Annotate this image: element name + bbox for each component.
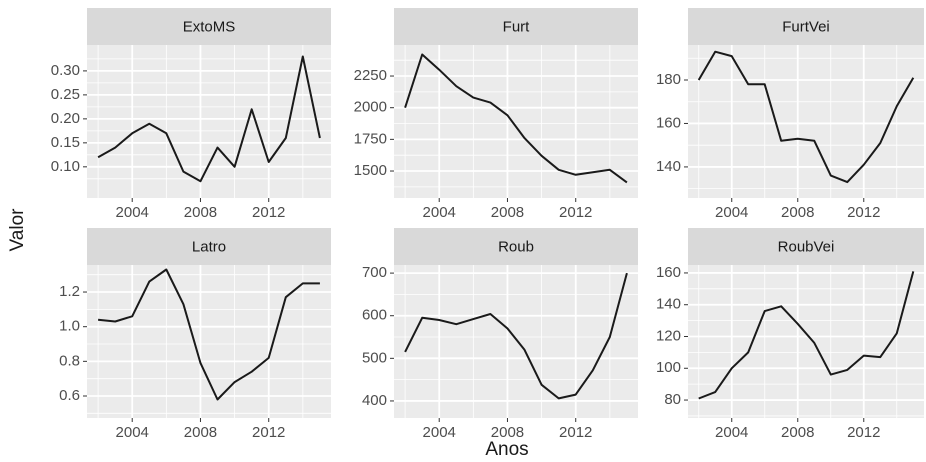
x-tick-label: 2012 (847, 204, 880, 221)
x-tick-label: 2008 (491, 204, 524, 221)
x-tick-label: 2008 (184, 424, 217, 441)
panel-background (87, 265, 331, 418)
y-tick-label: 0.6 (59, 387, 80, 404)
panel-background (688, 45, 924, 198)
x-tick-label: 2004 (116, 204, 149, 221)
y-tick-label: 400 (362, 392, 387, 409)
data-line (404, 53, 628, 184)
y-tick-label: 100 (656, 359, 681, 376)
x-tick-label: 2012 (559, 204, 592, 221)
x-tick-label: 2008 (184, 204, 217, 221)
y-tick-label: 140 (656, 158, 681, 175)
strip (394, 228, 638, 265)
y-tick-label: 1.2 (59, 283, 80, 300)
y-tick-label: 500 (362, 349, 387, 366)
x-axis-label: Anos (485, 439, 528, 460)
y-tick-label: 600 (362, 307, 387, 324)
data-line (698, 271, 915, 400)
strip (688, 8, 924, 45)
y-tick-label: 1500 (354, 162, 387, 179)
y-tick-label: 0.8 (59, 352, 80, 369)
x-tick-label: 2004 (715, 424, 748, 441)
panel-title: Furt (503, 18, 531, 35)
x-tick-label: 2012 (252, 424, 285, 441)
y-tick-label: 2000 (354, 99, 387, 116)
x-tick-label: 2004 (116, 424, 149, 441)
panel-background (688, 265, 924, 418)
y-tick-label: 140 (656, 296, 681, 313)
x-tick-label: 2008 (781, 204, 814, 221)
x-tick-label: 2012 (252, 204, 285, 221)
panel-title: ExtoMS (183, 18, 236, 35)
y-tick-label: 120 (656, 327, 681, 344)
strip (87, 228, 331, 265)
data-line (98, 268, 320, 401)
panel-title: FurtVei (782, 18, 830, 35)
x-tick-label: 2008 (491, 424, 524, 441)
y-tick-label: 0.25 (51, 86, 80, 103)
panel-background (394, 45, 638, 198)
y-tick-label: 180 (656, 71, 681, 88)
x-tick-label: 2004 (715, 204, 748, 221)
y-tick-label: 0.20 (51, 110, 80, 127)
y-tick-label: 0.10 (51, 158, 80, 175)
y-tick-label: 160 (656, 264, 681, 281)
panel-title: RoubVei (778, 238, 835, 255)
y-tick-label: 0.30 (51, 62, 80, 79)
y-tick-label: 2250 (354, 67, 387, 84)
data-line (404, 272, 628, 400)
x-tick-label: 2012 (847, 424, 880, 441)
y-tick-label: 80 (664, 391, 681, 408)
panel-background (87, 45, 331, 198)
x-tick-label: 2012 (559, 424, 592, 441)
y-tick-label: 1.0 (59, 318, 80, 335)
x-tick-label: 2004 (423, 424, 456, 441)
strip (87, 8, 331, 45)
data-line (97, 55, 321, 183)
x-tick-label: 2008 (781, 424, 814, 441)
panel-background (394, 265, 638, 418)
panel-title: Roub (498, 238, 534, 255)
panel-title: Latro (192, 238, 226, 255)
y-tick-label: 160 (656, 114, 681, 131)
x-tick-label: 2004 (423, 204, 456, 221)
strip (394, 8, 638, 45)
data-line (697, 50, 915, 184)
y-tick-label: 1750 (354, 130, 387, 147)
y-tick-label: 700 (362, 264, 387, 281)
y-axis-label: Valor (7, 208, 28, 252)
y-tick-label: 0.15 (51, 134, 80, 151)
strip (688, 228, 924, 265)
